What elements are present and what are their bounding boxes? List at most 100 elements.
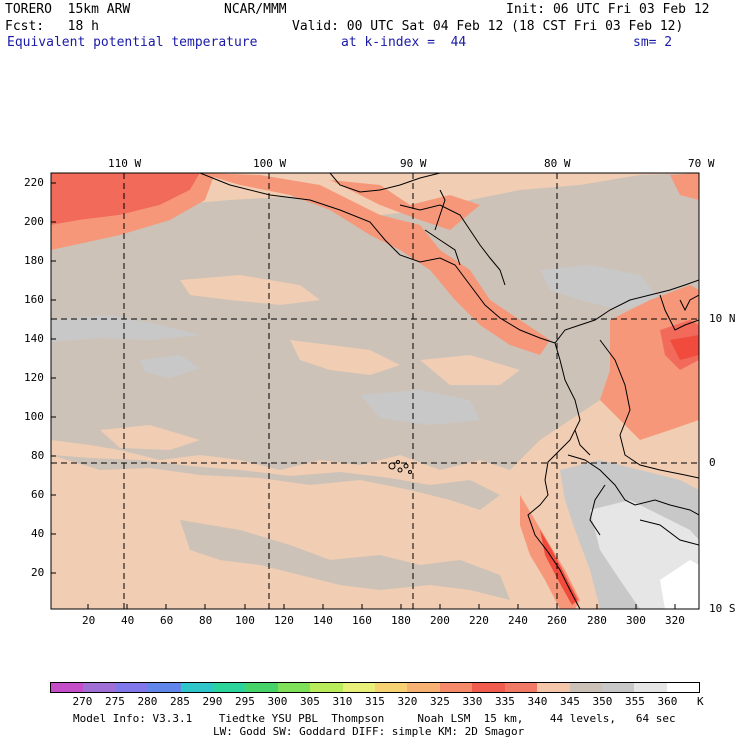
- coastlines: [199, 173, 699, 609]
- colorbar-label: 275: [105, 695, 125, 708]
- lon-label-70w: 70 W: [688, 157, 715, 170]
- model-info: Model Info: V3.3.1 Tiedtke YSU PBL Thomp…: [73, 712, 676, 725]
- colorbar-label: 330: [462, 695, 483, 708]
- galapagos-islands: [388, 460, 412, 474]
- y-tick: 160: [24, 293, 44, 306]
- peach-patch-3: [100, 425, 200, 450]
- colorbar-label: 305: [300, 695, 320, 708]
- lat-label-10n: 10 N: [709, 312, 736, 325]
- field-name: Equivalent potential temperature: [7, 35, 258, 50]
- colorbar-label: 295: [235, 695, 255, 708]
- y-tick: 140: [24, 332, 44, 345]
- colorbar-swatch: [537, 683, 570, 692]
- x-tick: 180: [391, 614, 411, 627]
- x-tick: 240: [508, 614, 528, 627]
- x-tick: 60: [160, 614, 174, 627]
- y-tick: 200: [24, 215, 44, 228]
- peach-patch-1: [290, 340, 400, 375]
- gray-band-north: [51, 173, 699, 470]
- y-tick: 180: [24, 254, 44, 267]
- x-tick: 120: [274, 614, 294, 627]
- y-tick: 120: [24, 371, 44, 384]
- lon-label-80w: 80 W: [544, 157, 571, 170]
- x-tick: 40: [121, 614, 135, 627]
- y-tick: 20: [31, 566, 45, 579]
- colorbar-swatch: [634, 683, 667, 692]
- colorbar-swatch: [148, 683, 181, 692]
- colorbar-swatch: [666, 683, 700, 692]
- gray-350-d: [540, 265, 660, 310]
- colorbar-label: 280: [137, 695, 158, 708]
- gray-patch-sw: [51, 380, 120, 420]
- colorbar-swatch: [439, 683, 473, 692]
- x-tick: 80: [199, 614, 213, 627]
- colorbar-swatch: [407, 683, 440, 692]
- init-time: Init: 06 UTC Fri 03 Feb 12: [506, 2, 710, 17]
- gray-350-b: [360, 390, 480, 425]
- physics-info: LW: Godd SW: Goddard DIFF: simple KM: 2D…: [213, 725, 525, 738]
- colorbar-label: 315: [365, 695, 385, 708]
- warm-mexico-inland: [330, 180, 480, 230]
- colorbar-label: 360: [657, 695, 678, 708]
- colorbar-label: 320: [397, 695, 418, 708]
- colorbar-swatch: [277, 683, 311, 692]
- axis-ticks: [51, 182, 676, 609]
- lat-label-0: 0: [709, 456, 716, 469]
- valid-time: Valid: 00 UTC Sat 04 Feb 12 (18 CST Fri …: [292, 19, 684, 34]
- colorbar-swatch: [472, 683, 505, 692]
- colorbar-swatch: [180, 683, 214, 692]
- colorbar-label: 340: [527, 695, 548, 708]
- colorbar-swatch: [569, 683, 602, 692]
- sa-interior-white: [660, 560, 699, 609]
- model-title: TORERO 15km ARW: [5, 2, 131, 17]
- colorbar-label: 310: [332, 695, 353, 708]
- colorbar-swatch: [83, 683, 116, 692]
- colorbar: [50, 682, 700, 693]
- graticule: [51, 173, 699, 609]
- y-tick: 40: [31, 527, 45, 540]
- colorbar-swatch: [504, 683, 538, 692]
- lon-label-110w: 110 W: [108, 157, 142, 170]
- x-tick: 280: [587, 614, 607, 627]
- peach-patch-4: [420, 355, 520, 385]
- peach-patch-2: [180, 275, 320, 305]
- colorbar-label: 285: [170, 695, 190, 708]
- colorbar-label: 300: [267, 695, 288, 708]
- colorbar-label: 345: [560, 695, 580, 708]
- warm-nw-corner: [51, 173, 200, 225]
- x-tick: 320: [665, 614, 685, 627]
- gray-band-south: [180, 520, 510, 600]
- y-tick: 220: [24, 176, 44, 189]
- level-label: at k-index = 44: [341, 35, 467, 50]
- colorbar-swatch: [213, 683, 246, 692]
- gray-350-a: [51, 315, 200, 342]
- colorbar-swatch: [51, 683, 84, 692]
- colorbar-swatch: [310, 683, 343, 692]
- warm-mexico: [200, 173, 550, 355]
- colorbar-label: 290: [202, 695, 223, 708]
- x-tick: 300: [626, 614, 646, 627]
- x-tick: 220: [469, 614, 489, 627]
- warm-nw-halo: [51, 173, 215, 250]
- center-label: NCAR/MMM: [224, 2, 287, 17]
- x-tick: 20: [82, 614, 96, 627]
- map-frame: [50, 172, 700, 610]
- hot-colombia-2: [670, 335, 699, 360]
- colorbar-label: 355: [625, 695, 645, 708]
- lat-label-10s: 10 S: [709, 602, 736, 615]
- lon-label-100w: 100 W: [253, 157, 287, 170]
- colorbar-swatch: [115, 683, 149, 692]
- colorbar-label: 270: [72, 695, 93, 708]
- colorbar-swatch: [342, 683, 376, 692]
- colorbar-swatch: [245, 683, 278, 692]
- forecast-hour: Fcst: 18 h: [5, 19, 99, 34]
- colorbar-unit: K: [697, 695, 704, 708]
- colorbar-swatch: [375, 683, 408, 692]
- colorbar-label: 335: [495, 695, 515, 708]
- y-tick: 80: [31, 449, 45, 462]
- y-tick: 60: [31, 488, 45, 501]
- gray-350-c: [140, 355, 200, 378]
- x-tick: 140: [313, 614, 333, 627]
- x-tick: 160: [352, 614, 372, 627]
